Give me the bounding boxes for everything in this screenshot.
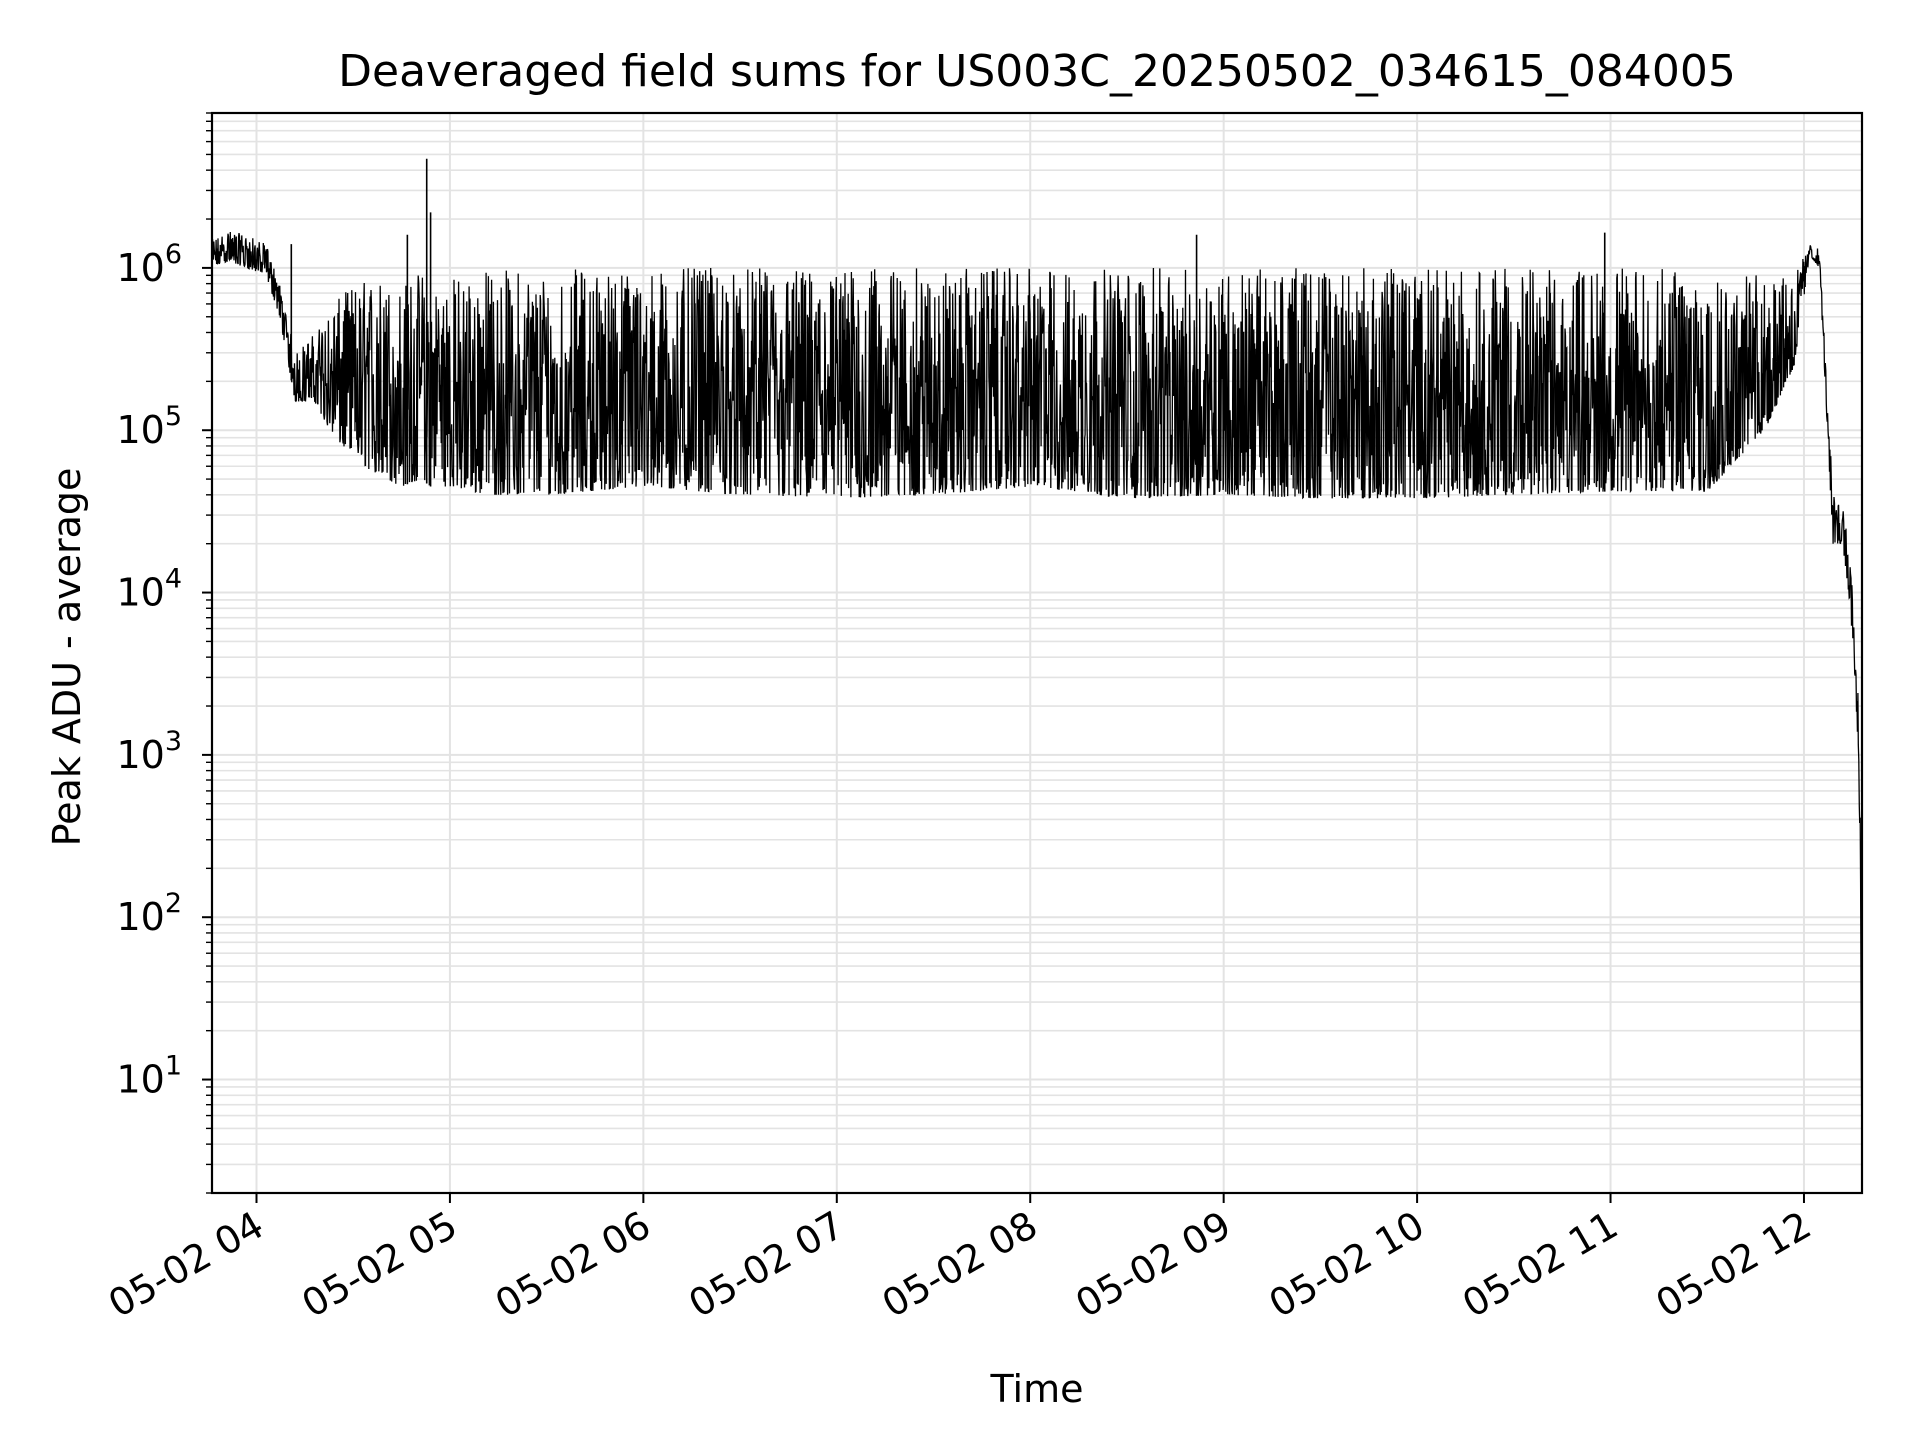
data-series	[211, 158, 1863, 1165]
x-tick-label: 05-02 04	[101, 1203, 271, 1327]
data-series-line	[211, 231, 1863, 1165]
x-tick-label: 05-02 05	[294, 1203, 464, 1327]
x-axis-ticks: 05-02 04 05-02 05 05-02 06 05-02 07 05-02 08…	[101, 1193, 1818, 1326]
plot-frame	[210, 111, 1864, 1195]
x-tick-label: 05-02 09	[1068, 1203, 1238, 1327]
x-axis-label: Time	[990, 1367, 1084, 1411]
y-tick-label: 104	[116, 564, 182, 615]
chart-title: Deaveraged field sums for US003C_2025050…	[338, 46, 1736, 97]
y-tick-label: 105	[116, 401, 182, 452]
y-tick-label: 103	[116, 726, 182, 777]
y-tick-label: 106	[116, 239, 182, 290]
y-tick-label: 101	[116, 1051, 182, 1102]
x-tick-label: 05-02 07	[681, 1203, 851, 1327]
y-tick-label: 102	[116, 888, 182, 939]
grid-lines	[212, 112, 1862, 1194]
x-tick-label: 05-02 11	[1455, 1203, 1625, 1327]
x-tick-label: 05-02 08	[875, 1203, 1045, 1327]
x-tick-label: 05-02 06	[488, 1203, 658, 1327]
x-tick-label: 05-02 10	[1262, 1203, 1432, 1327]
y-axis-label: Peak ADU - average	[45, 468, 89, 847]
x-tick-label: 05-02 12	[1649, 1203, 1819, 1327]
y-axis-ticks: 101 102 103 104 105 106	[116, 112, 212, 1194]
